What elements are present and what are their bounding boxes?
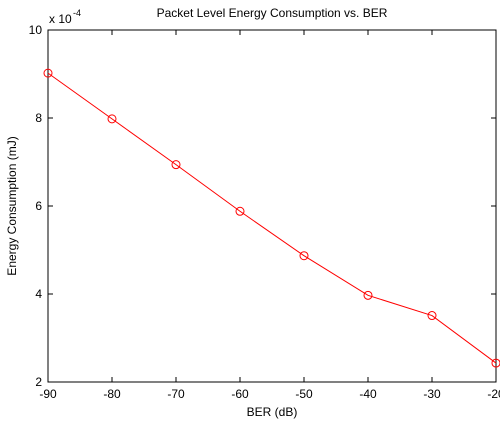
data-point-marker	[107, 114, 117, 124]
x-tick-label: -40	[359, 387, 377, 401]
y-axis-ticks: 2 4 6 8 10	[29, 23, 496, 389]
x-axis-ticks: -90 -80 -70 -60 -50 -40 -30 -20	[39, 30, 500, 401]
data-point-marker	[491, 358, 500, 368]
x-tick-label: -50	[295, 387, 313, 401]
x-tick-label: -20	[487, 387, 500, 401]
x-tick-label: -70	[167, 387, 185, 401]
y-exponent-base: x 10	[49, 12, 72, 26]
x-tick-label: -30	[423, 387, 441, 401]
y-exponent-power: -4	[73, 8, 81, 18]
series-line	[47, 72, 497, 364]
y-axis-label: Energy Consumption (mJ)	[5, 136, 19, 275]
y-tick-label: 8	[35, 111, 42, 125]
x-tick-label: -90	[39, 387, 57, 401]
x-tick-label: -60	[231, 387, 249, 401]
y-tick-label: 10	[29, 23, 43, 37]
data-point-marker	[235, 206, 245, 216]
data-point-marker	[171, 160, 181, 170]
chart-title: Packet Level Energy Consumption vs. BER	[157, 6, 388, 20]
x-tick-label: -80	[103, 387, 121, 401]
plot-area	[47, 29, 497, 383]
series-layer	[43, 68, 500, 368]
y-tick-label: 6	[35, 199, 42, 213]
x-axis-label: BER (dB)	[247, 405, 298, 419]
y-tick-label: 2	[35, 375, 42, 389]
data-point-marker	[427, 311, 437, 321]
data-point-marker	[363, 290, 373, 300]
y-tick-label: 4	[35, 287, 42, 301]
data-point-marker	[299, 251, 309, 261]
data-point-marker	[43, 68, 53, 78]
